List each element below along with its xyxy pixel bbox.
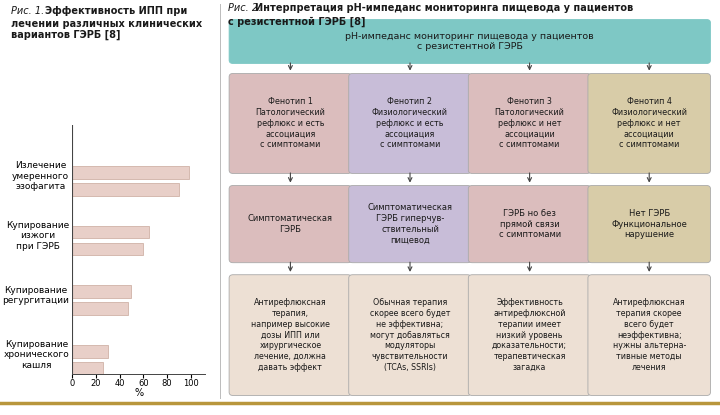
Bar (72, 243, 143, 255)
FancyBboxPatch shape (468, 73, 591, 173)
FancyBboxPatch shape (468, 275, 591, 395)
FancyBboxPatch shape (348, 186, 472, 263)
Text: Симптоматическая
ГЭРБ: Симптоматическая ГЭРБ (248, 214, 333, 234)
Text: Нет ГЭРБ
Функциональное
нарушение: Нет ГЭРБ Функциональное нарушение (611, 209, 687, 239)
FancyBboxPatch shape (588, 73, 711, 173)
Text: Интерпретация рН-импеданс мониторинга пищевода у пациентов: Интерпретация рН-импеданс мониторинга пи… (256, 3, 634, 13)
Text: Эффективность
антирефлюксной
терапии имеет
низкий уровень
доказательности;
терап: Эффективность антирефлюксной терапии име… (492, 298, 567, 372)
FancyBboxPatch shape (468, 186, 591, 263)
FancyBboxPatch shape (348, 73, 472, 173)
Text: Фенотип 3
Патологический
рефлюкс и нет
ассоциации
с симптомами: Фенотип 3 Патологический рефлюкс и нет а… (495, 98, 564, 149)
Text: Фенотип 1
Патологический
рефлюкс и есть
ассоциация
с симптомами: Фенотип 1 Патологический рефлюкс и есть … (256, 98, 325, 149)
Text: вариантов ГЭРБ [8]: вариантов ГЭРБ [8] (11, 30, 120, 40)
Text: Фенотип 2
Физиологический
рефлюкс и есть
ассоциация
с симптомами: Фенотип 2 Физиологический рефлюкс и есть… (372, 98, 448, 149)
FancyBboxPatch shape (348, 275, 472, 395)
Text: Антирефлюксная
терапия скорее
всего будет
неэффективна;
нужны альтерна-
тивные м: Антирефлюксная терапия скорее всего буде… (613, 298, 686, 372)
FancyBboxPatch shape (229, 73, 351, 173)
Text: Симптоматическая
ГЭРБ гиперчув-
ствительный
пищевод: Симптоматическая ГЭРБ гиперчув- ствитель… (367, 203, 452, 245)
Text: Антирефлюксная
терапия,
например высокие
дозы ИПП или
хирургическое
лечение, дол: Антирефлюксная терапия, например высокие… (251, 298, 330, 372)
FancyBboxPatch shape (588, 275, 711, 395)
Text: ГЭРБ но без
прямой связи
с симптомами: ГЭРБ но без прямой связи с симптомами (498, 209, 561, 239)
Text: с резистентной ГЭРБ [8]: с резистентной ГЭРБ [8] (228, 17, 366, 27)
Bar (72, 226, 149, 238)
FancyBboxPatch shape (588, 186, 711, 263)
X-axis label: %: % (134, 388, 143, 398)
FancyBboxPatch shape (229, 275, 351, 395)
Bar (72, 345, 108, 358)
Bar (72, 285, 132, 298)
Bar (72, 362, 103, 375)
Bar (72, 166, 189, 179)
Bar (72, 183, 179, 196)
FancyBboxPatch shape (229, 186, 351, 263)
Text: Фенотип 4
Физиологический
рефлюкс и нет
ассоциации
с симптомами: Фенотип 4 Физиологический рефлюкс и нет … (611, 98, 687, 149)
Text: Рис. 1.: Рис. 1. (11, 6, 44, 16)
Bar (72, 302, 128, 315)
Text: лечении различных клинических: лечении различных клинических (11, 19, 202, 29)
Text: Эффективность ИПП при: Эффективность ИПП при (45, 6, 188, 16)
FancyBboxPatch shape (229, 20, 711, 63)
Text: рН-импеданс мониторинг пищевода у пациентов
с резистентной ГЭРБ: рН-импеданс мониторинг пищевода у пациен… (346, 32, 594, 51)
Text: Обычная терапия
скорее всего будет
не эффективна;
могут добавляться
модуляторы
ч: Обычная терапия скорее всего будет не эф… (370, 298, 450, 372)
Text: Рис. 2.: Рис. 2. (228, 3, 261, 13)
